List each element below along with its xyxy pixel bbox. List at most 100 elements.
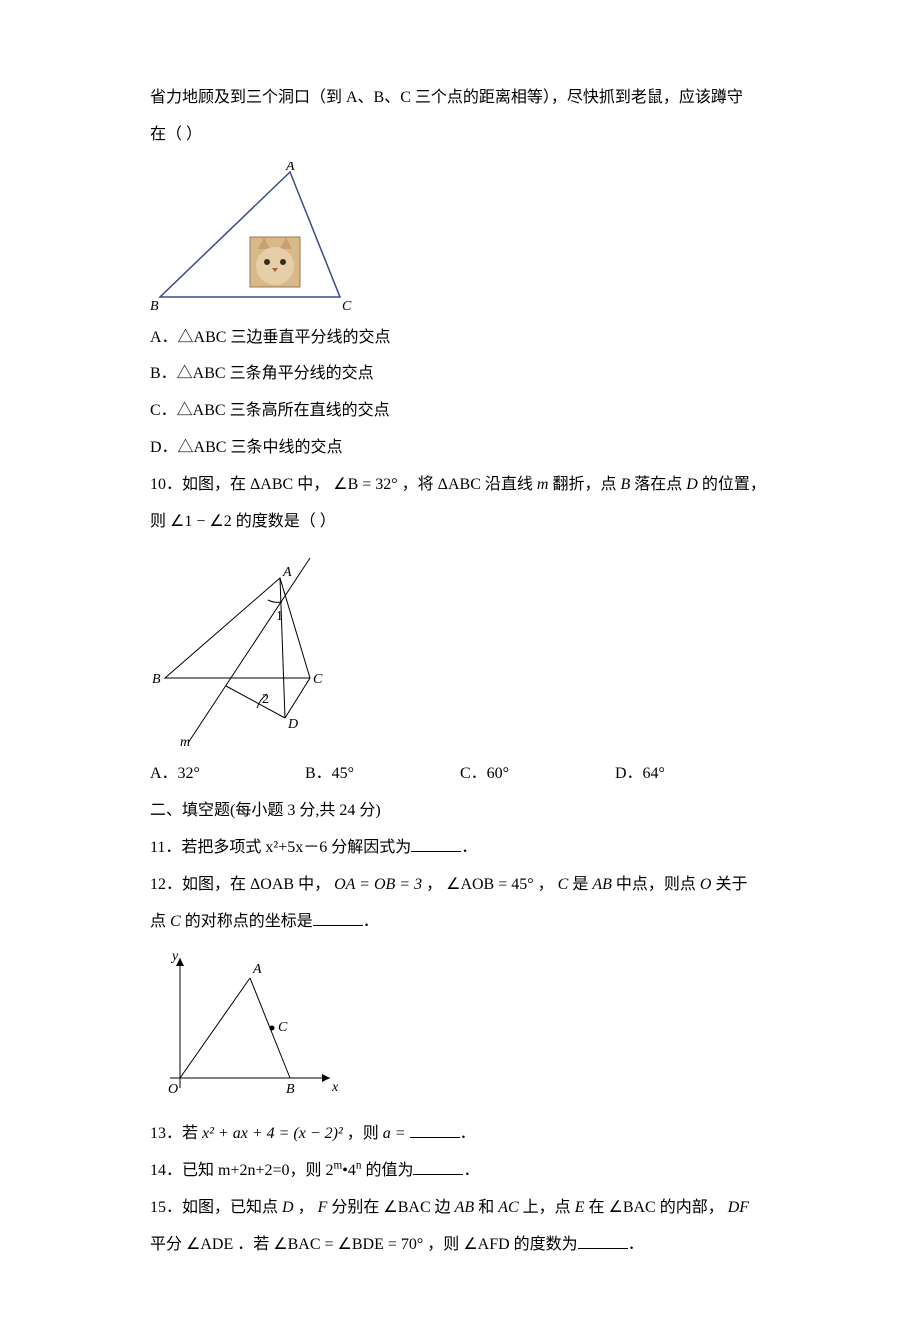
text: 13．若 (150, 1125, 198, 1142)
sup-m: m (334, 1160, 343, 1172)
text: ΔABC (438, 476, 481, 493)
text: ． (363, 913, 379, 930)
text: m (537, 476, 549, 493)
q9-optB: B．△ABC 三条角平分线的交点 (150, 356, 770, 393)
text: O (700, 876, 712, 893)
text: 中， (298, 876, 330, 893)
q15-line2: 平分 ∠ADE ．若 ∠BAC = ∠BDE = 70° ，则 ∠AFD 的度数… (150, 1227, 770, 1264)
q10-figure: A B C Dm 1 2 (150, 548, 770, 748)
svg-text:x: x (331, 1080, 339, 1095)
text: 的度数为 (514, 1236, 578, 1253)
text: ΔOAB (250, 876, 294, 893)
blank (410, 1122, 460, 1138)
text: 上，点 (523, 1199, 571, 1216)
svg-text:2: 2 (262, 692, 269, 707)
text: E (575, 1199, 585, 1216)
q15-line1: 15．如图，已知点 D ， F 分别在 ∠BAC 边 AB 和 AC 上，点 E… (150, 1190, 770, 1227)
svg-text:O: O (168, 1082, 178, 1097)
q9-line2: 在（ ） (150, 117, 770, 154)
blank (578, 1233, 628, 1249)
q9-optA: A．△ABC 三边垂直平分线的交点 (150, 320, 770, 357)
svg-text:B: B (286, 1082, 295, 1097)
text: DF (728, 1199, 749, 1216)
svg-text:D: D (287, 717, 298, 732)
text: ，将 (402, 476, 434, 493)
text: 分别在 (331, 1199, 379, 1216)
q9-line1: 省力地顾及到三个洞口（到 A、B、C 三个点的距离相等），尽快抓到老鼠，应该蹲守 (150, 80, 770, 117)
q10-line2: 则 ∠1 − ∠2 的度数是（ ） (150, 504, 770, 541)
text: ．若 (237, 1236, 269, 1253)
text: C (170, 913, 181, 930)
text: ∠ADE (186, 1236, 233, 1253)
text: a = (383, 1125, 406, 1142)
text: 中点，则点 (616, 876, 696, 893)
svg-text:C: C (278, 1020, 288, 1035)
q10-line1: 10．如图，在 ΔABC 中， ∠B = 32° ，将 ΔABC 沿直线 m 翻… (150, 467, 770, 504)
q10-optA: A．32° (150, 756, 305, 793)
text: B (620, 476, 630, 493)
svg-text:C: C (313, 672, 323, 687)
text: 的位置， (702, 476, 766, 493)
text: F (318, 1199, 328, 1216)
text: 点 (150, 913, 166, 930)
text: 沿直线 (485, 476, 533, 493)
svg-text:1: 1 (276, 609, 283, 624)
text: ∠AFD (463, 1236, 509, 1253)
q13: 13．若 x² + ax + 4 = (x − 2)² ，则 a = ． (150, 1116, 770, 1153)
text: 落在点 (634, 476, 682, 493)
text: 中， (297, 476, 329, 493)
text: ∠BAC = ∠BDE = 70° (273, 1236, 423, 1253)
svg-text:A: A (282, 565, 292, 580)
text: 的内部， (660, 1199, 724, 1216)
blank (313, 910, 363, 926)
text: ，则 (427, 1236, 459, 1253)
q9-optD: D．△ABC 三条中线的交点 (150, 430, 770, 467)
text: D (686, 476, 698, 493)
q9-optC: C．△ABC 三条高所在直线的交点 (150, 393, 770, 430)
text: 12．如图，在 (150, 876, 246, 893)
q10-optB: B．45° (305, 756, 460, 793)
section2-heading: 二、填空题(每小题 3 分,共 24 分) (150, 793, 770, 830)
text: 则 (150, 513, 166, 530)
svg-text:m: m (180, 735, 190, 748)
text: 14．已知 m+2n+2=0，则 2 (150, 1162, 334, 1179)
text: 10．如图，在 (150, 476, 246, 493)
svg-text:A: A (285, 162, 295, 174)
text: 的值为 (361, 1162, 413, 1179)
text: ∠BAC (608, 1199, 655, 1216)
text: ∠B = 32° (333, 476, 397, 493)
q9-figure: A B C (150, 162, 770, 312)
text: 是 (572, 876, 588, 893)
q10-options: A．32° B．45° C．60° D．64° (150, 756, 770, 793)
svg-text:B: B (150, 299, 159, 312)
svg-text:C: C (342, 299, 352, 312)
text: •4 (342, 1162, 356, 1179)
svg-text:y: y (170, 949, 179, 964)
blank (413, 1159, 463, 1175)
text: ． (463, 1162, 479, 1179)
text: C (558, 876, 569, 893)
text: AB (592, 876, 612, 893)
text: 15．如图，已知点 (150, 1199, 278, 1216)
text: 和 (478, 1199, 494, 1216)
text: AB (455, 1199, 475, 1216)
text: ． (628, 1236, 644, 1253)
q12-figure: O A B Cx y (150, 948, 770, 1108)
text: OA = OB = 3 (334, 876, 422, 893)
blank (411, 836, 461, 852)
text: ∠AOB = 45° (446, 876, 534, 893)
q11: 11．若把多项式 x²+5x－6 分解因式为． (150, 830, 770, 867)
text: ，则 (347, 1125, 379, 1142)
text: ΔABC (250, 476, 293, 493)
text: 边 (435, 1199, 451, 1216)
text: 在 (588, 1199, 604, 1216)
q10-optC: C．60° (460, 756, 615, 793)
text: AC (498, 1199, 518, 1216)
q10-optD: D．64° (615, 756, 770, 793)
q12-line1: 12．如图，在 ΔOAB 中， OA = OB = 3 ， ∠AOB = 45°… (150, 867, 770, 904)
text: ， (426, 876, 442, 893)
svg-text:A: A (252, 962, 262, 977)
text: 的度数是（ ） (236, 513, 336, 530)
text: 关于 (715, 876, 747, 893)
svg-text:B: B (152, 672, 161, 687)
